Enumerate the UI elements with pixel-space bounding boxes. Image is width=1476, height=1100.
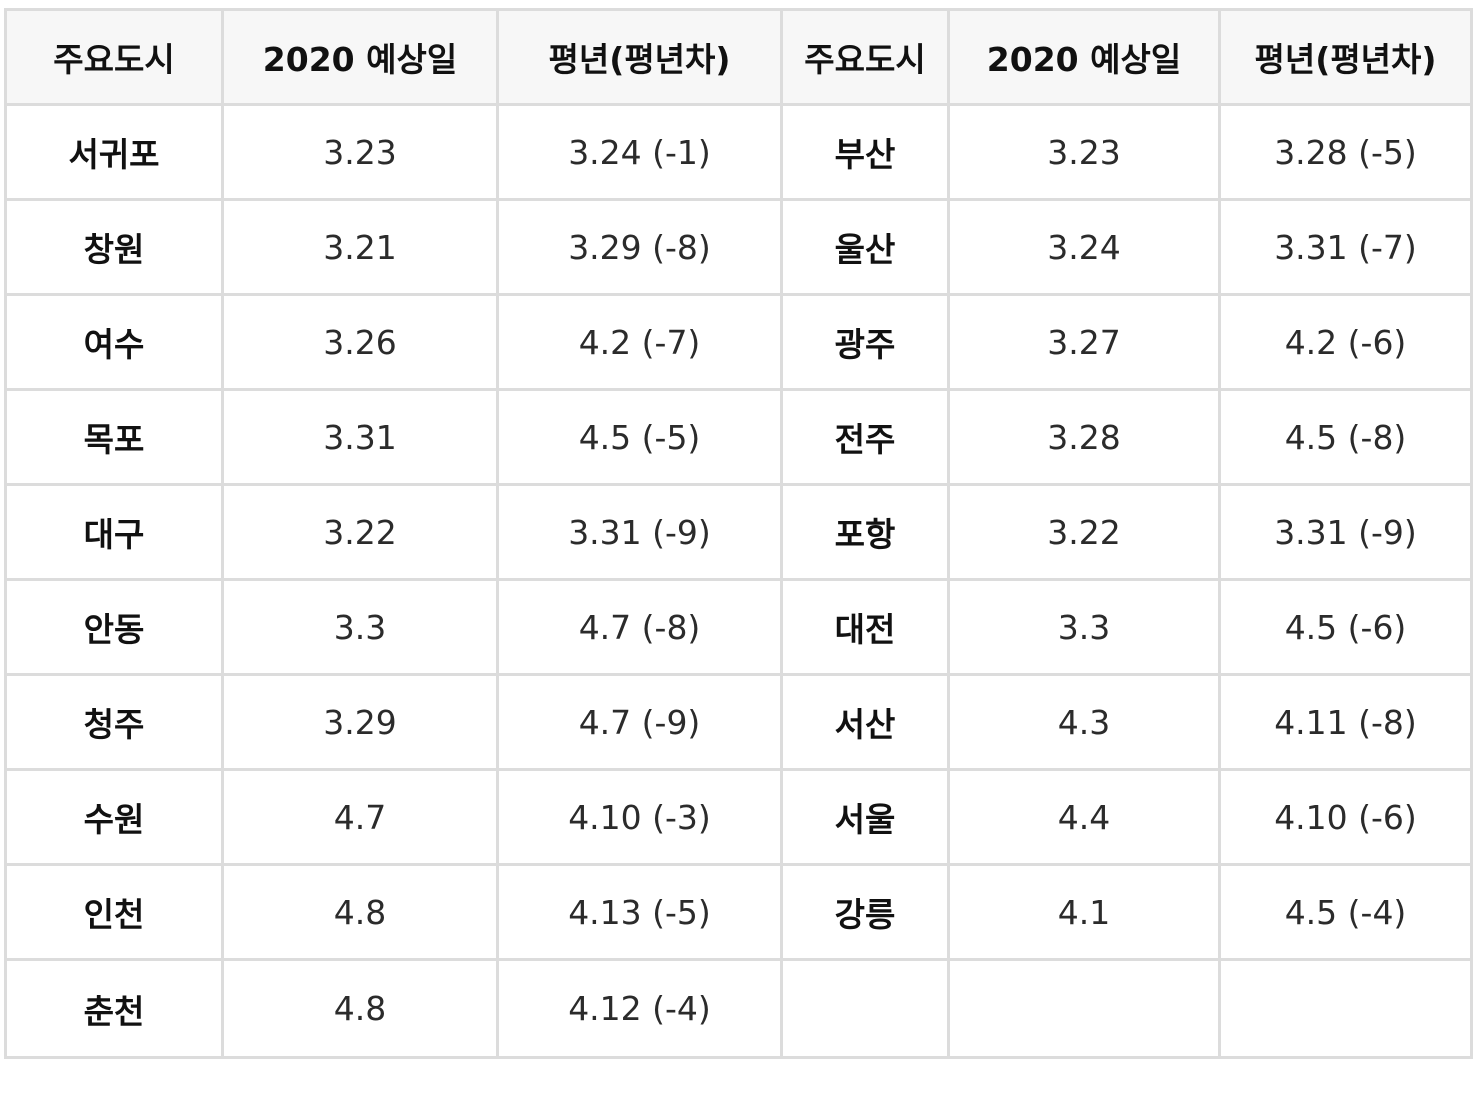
forecast-date-cell: 3.26 — [221, 293, 499, 391]
city-cell: 서귀포 — [4, 103, 224, 201]
average-cell: 4.7 (-9) — [496, 673, 783, 771]
table-row: 서귀포 3.23 3.24 (-1) 부산 3.23 3.28 (-5) — [4, 103, 1473, 201]
forecast-date-cell: 3.22 — [221, 483, 499, 581]
city-cell: 청주 — [4, 673, 224, 771]
city-cell: 수원 — [4, 768, 224, 866]
city-cell: 대전 — [780, 578, 950, 676]
city-cell: 광주 — [780, 293, 950, 391]
average-cell: 4.5 (-4) — [1218, 863, 1473, 961]
empty-cell — [1218, 958, 1473, 1059]
header-city: 주요도시 — [780, 8, 950, 106]
empty-cell — [947, 958, 1221, 1059]
average-cell: 3.28 (-5) — [1218, 103, 1473, 201]
forecast-date-cell: 4.7 — [221, 768, 499, 866]
header-forecast-date: 2020 예상일 — [221, 8, 499, 106]
forecast-date-cell: 3.23 — [221, 103, 499, 201]
table-row: 여수 3.26 4.2 (-7) 광주 3.27 4.2 (-6) — [4, 293, 1473, 391]
header-forecast-date: 2020 예상일 — [947, 8, 1221, 106]
bloom-forecast-table: 주요도시 2020 예상일 평년(평년차) 주요도시 2020 예상일 평년(평… — [4, 8, 1473, 1059]
city-cell: 포항 — [780, 483, 950, 581]
forecast-date-cell: 3.27 — [947, 293, 1221, 391]
average-cell: 3.31 (-7) — [1218, 198, 1473, 296]
forecast-date-cell: 4.8 — [221, 958, 499, 1059]
average-cell: 4.12 (-4) — [496, 958, 783, 1059]
average-cell: 4.5 (-5) — [496, 388, 783, 486]
average-cell: 4.13 (-5) — [496, 863, 783, 961]
forecast-date-cell: 3.21 — [221, 198, 499, 296]
average-cell: 4.5 (-8) — [1218, 388, 1473, 486]
forecast-date-cell: 3.31 — [221, 388, 499, 486]
table-row: 청주 3.29 4.7 (-9) 서산 4.3 4.11 (-8) — [4, 673, 1473, 771]
forecast-date-cell: 4.3 — [947, 673, 1221, 771]
forecast-date-cell: 3.29 — [221, 673, 499, 771]
forecast-date-cell: 4.8 — [221, 863, 499, 961]
average-cell: 3.29 (-8) — [496, 198, 783, 296]
forecast-date-cell: 3.24 — [947, 198, 1221, 296]
city-cell: 인천 — [4, 863, 224, 961]
city-cell: 전주 — [780, 388, 950, 486]
header-row: 주요도시 2020 예상일 평년(평년차) 주요도시 2020 예상일 평년(평… — [4, 8, 1473, 106]
table-row: 인천 4.8 4.13 (-5) 강릉 4.1 4.5 (-4) — [4, 863, 1473, 961]
city-cell: 울산 — [780, 198, 950, 296]
city-cell: 창원 — [4, 198, 224, 296]
header-average: 평년(평년차) — [496, 8, 783, 106]
forecast-date-cell: 4.4 — [947, 768, 1221, 866]
forecast-date-cell: 4.1 — [947, 863, 1221, 961]
table-row: 창원 3.21 3.29 (-8) 울산 3.24 3.31 (-7) — [4, 198, 1473, 296]
city-cell: 여수 — [4, 293, 224, 391]
average-cell: 3.31 (-9) — [496, 483, 783, 581]
city-cell: 서산 — [780, 673, 950, 771]
city-cell: 안동 — [4, 578, 224, 676]
city-cell: 강릉 — [780, 863, 950, 961]
forecast-date-cell: 3.3 — [221, 578, 499, 676]
city-cell: 서울 — [780, 768, 950, 866]
city-cell: 춘천 — [4, 958, 224, 1059]
table-row: 춘천 4.8 4.12 (-4) — [4, 958, 1473, 1059]
table-row: 안동 3.3 4.7 (-8) 대전 3.3 4.5 (-6) — [4, 578, 1473, 676]
average-cell: 4.2 (-7) — [496, 293, 783, 391]
average-cell: 4.10 (-3) — [496, 768, 783, 866]
average-cell: 4.5 (-6) — [1218, 578, 1473, 676]
city-cell: 대구 — [4, 483, 224, 581]
average-cell: 4.11 (-8) — [1218, 673, 1473, 771]
table-row: 대구 3.22 3.31 (-9) 포항 3.22 3.31 (-9) — [4, 483, 1473, 581]
forecast-date-cell: 3.28 — [947, 388, 1221, 486]
average-cell: 3.31 (-9) — [1218, 483, 1473, 581]
forecast-date-cell: 3.23 — [947, 103, 1221, 201]
average-cell: 3.24 (-1) — [496, 103, 783, 201]
table-row: 수원 4.7 4.10 (-3) 서울 4.4 4.10 (-6) — [4, 768, 1473, 866]
forecast-date-cell: 3.3 — [947, 578, 1221, 676]
forecast-date-cell: 3.22 — [947, 483, 1221, 581]
average-cell: 4.7 (-8) — [496, 578, 783, 676]
average-cell: 4.2 (-6) — [1218, 293, 1473, 391]
empty-cell — [780, 958, 950, 1059]
header-average: 평년(평년차) — [1218, 8, 1473, 106]
table-row: 목포 3.31 4.5 (-5) 전주 3.28 4.5 (-8) — [4, 388, 1473, 486]
header-city: 주요도시 — [4, 8, 224, 106]
average-cell: 4.10 (-6) — [1218, 768, 1473, 866]
city-cell: 목포 — [4, 388, 224, 486]
city-cell: 부산 — [780, 103, 950, 201]
